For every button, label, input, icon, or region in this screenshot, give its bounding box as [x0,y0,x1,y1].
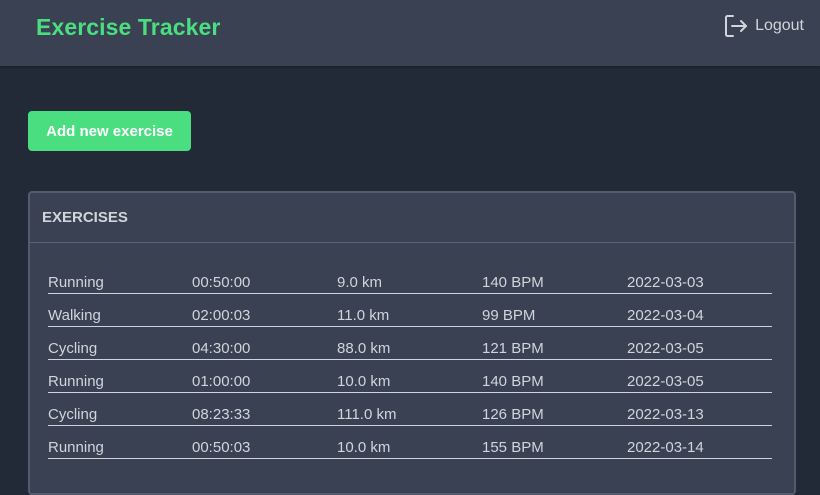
exercise-row[interactable]: Running 00:50:00 9.0 km 140 BPM 2022-03-… [48,261,772,294]
exercise-type: Running [48,373,104,390]
logout-button[interactable]: Logout [722,13,804,39]
add-exercise-button[interactable]: Add new exercise [28,111,191,151]
logout-icon [722,13,748,39]
exercises-panel: EXERCISES [28,191,796,495]
exercise-heart-rate: 99 BPM [482,307,536,324]
exercise-type: Cycling [48,406,98,423]
row-divider [48,359,772,360]
exercise-date: 2022-03-03 [627,274,704,291]
exercise-duration: 00:50:00 [192,274,251,291]
row-divider [48,293,772,294]
exercise-type: Cycling [48,340,98,357]
logout-label: Logout [755,17,804,34]
exercise-row[interactable]: Walking 02:00:03 11.0 km 99 BPM 2022-03-… [48,294,772,327]
exercise-duration: 00:50:03 [192,439,251,456]
exercise-row[interactable]: Running 01:00:00 10.0 km 140 BPM 2022-03… [48,360,772,393]
exercise-date: 2022-03-14 [627,439,704,456]
exercise-distance: 111.0 km [337,406,397,423]
exercise-duration: 04:30:00 [192,340,251,357]
exercise-heart-rate: 155 BPM [482,439,544,456]
exercise-row[interactable]: Cycling 08:23:33 111.0 km 126 BPM 2022-0… [48,393,772,426]
exercise-date: 2022-03-05 [627,340,704,357]
row-divider [48,326,772,327]
exercise-heart-rate: 140 BPM [482,373,544,390]
exercise-date: 2022-03-13 [627,406,704,423]
exercise-distance: 11.0 km [337,307,390,324]
app-header: Exercise Tracker Logout [0,0,820,66]
exercise-duration: 02:00:03 [192,307,251,324]
exercise-type: Walking [48,307,101,324]
exercise-duration: 08:23:33 [192,406,251,423]
exercise-distance: 9.0 km [337,274,383,291]
exercise-heart-rate: 121 BPM [482,340,544,357]
exercise-type: Running [48,439,104,456]
exercise-date: 2022-03-04 [627,307,704,324]
exercise-heart-rate: 126 BPM [482,406,544,423]
exercises-panel-title: EXERCISES [30,193,794,243]
exercise-row[interactable]: Running 00:50:03 10.0 km 155 BPM 2022-03… [48,426,772,459]
exercise-distance: 10.0 km [337,439,391,456]
exercise-distance: 10.0 km [337,373,391,390]
row-divider [48,425,772,426]
exercise-list: Running 00:50:00 9.0 km 140 BPM 2022-03-… [48,261,772,459]
exercise-type: Running [48,274,104,291]
app-title: Exercise Tracker [36,14,221,40]
exercise-duration: 01:00:00 [192,373,251,390]
exercise-row[interactable]: Cycling 04:30:00 88.0 km 121 BPM 2022-03… [48,327,772,360]
exercise-date: 2022-03-05 [627,373,704,390]
row-divider [48,458,772,459]
exercise-distance: 88.0 km [337,340,391,357]
row-divider [48,392,772,393]
exercise-heart-rate: 140 BPM [482,274,544,291]
